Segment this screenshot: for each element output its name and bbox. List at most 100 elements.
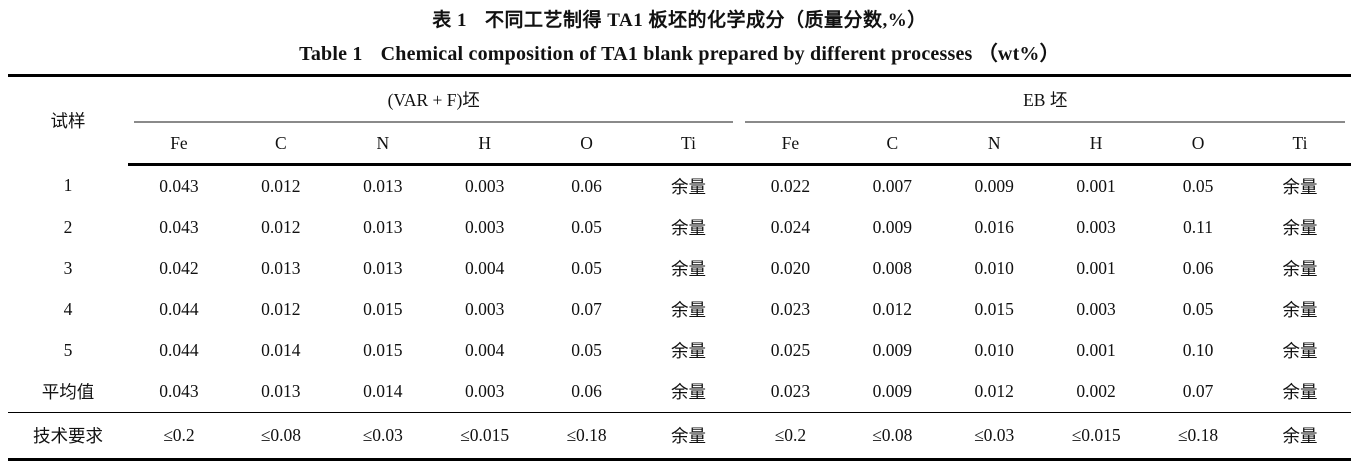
- table-cell: 0.009: [974, 176, 1014, 196]
- table-cell: 0.024: [770, 217, 811, 237]
- requirement-cell: ≤0.03: [943, 412, 1046, 460]
- table-cell: 0.012: [872, 299, 912, 319]
- column-header-fe-eb: Fe: [739, 123, 842, 166]
- table-cell: 0.012: [974, 381, 1014, 401]
- table-cell: 0.004: [464, 258, 505, 278]
- table-cell: 0.001: [1076, 258, 1116, 278]
- table-cell: 0.022: [770, 176, 811, 196]
- table-cell: 0.013: [261, 258, 301, 278]
- table-cell: 0.012: [261, 217, 301, 237]
- table-cell: 0.042: [159, 258, 199, 278]
- column-header-n-eb: N: [943, 123, 1046, 166]
- table-cell: 0.06: [571, 381, 602, 401]
- table-cell: 0.009: [872, 381, 912, 401]
- table-cell: 0.001: [1076, 340, 1116, 360]
- table-cell: 0.009: [872, 217, 912, 237]
- column-header-ti-varf: Ti: [637, 123, 740, 166]
- table-cell: 0.003: [464, 176, 505, 196]
- table-cell: 0.015: [974, 299, 1014, 319]
- table-cell: 余量: [1282, 218, 1318, 238]
- column-header-c-eb: C: [841, 123, 944, 166]
- column-header-c-varf: C: [229, 123, 332, 166]
- table-row: 平均值 0.043 0.013 0.014 0.003 0.06 余量 0.023 0.009 0…: [8, 371, 1351, 413]
- table-cell: 0.003: [464, 217, 505, 237]
- table-cell: 0.004: [464, 340, 505, 360]
- table-cell: 0.003: [464, 299, 505, 319]
- table-cell: 0.05: [571, 340, 602, 360]
- table-title-en: Table 1 Chemical composition of TA1 blank…: [0, 40, 1359, 68]
- requirement-cell: ≤0.18: [1147, 412, 1249, 460]
- table-row: 2 0.043 0.012 0.013 0.003 0.05 余量 0.024 0.009 0.0…: [8, 207, 1351, 248]
- table-body: 1 0.043 0.012 0.013 0.003 0.06 余量 0.022 0.007 0.0…: [8, 165, 1351, 413]
- requirement-cell: ≤0.2: [739, 412, 842, 460]
- table-cell: 0.020: [770, 258, 811, 278]
- table-cell: 0.025: [770, 340, 811, 360]
- table-cell: 0.05: [571, 258, 602, 278]
- table-cell: 0.05: [1182, 176, 1214, 196]
- table-cell: 0.10: [1182, 340, 1214, 360]
- row-label: 2: [63, 217, 73, 237]
- table-cell: 0.016: [974, 217, 1014, 237]
- row-label: 1: [63, 175, 73, 196]
- table-cell: 0.023: [770, 299, 811, 319]
- table-row: 4 0.044 0.012 0.015 0.003 0.07 余量 0.023 0.012 0.0…: [8, 289, 1351, 330]
- row-label: 5: [63, 340, 73, 360]
- table-cell: 0.002: [1076, 381, 1116, 401]
- column-header-h-eb: H: [1045, 123, 1148, 166]
- group-header-varf: (VAR + F)坯: [128, 76, 739, 123]
- table-cell: 0.012: [261, 299, 301, 319]
- group-header-eb: EB 坯: [739, 76, 1351, 123]
- requirement-cell: ≤0.08: [841, 412, 944, 460]
- table-row: 5 0.044 0.014 0.015 0.004 0.05 余量 0.025 0.009 0.0…: [8, 330, 1351, 371]
- requirement-row: 技术要求 ≤0.2 ≤0.08 ≤0.03 ≤0.015 ≤0.18 余量 ≤0.2 ≤0.08…: [8, 412, 1351, 460]
- table-cell: 0.014: [261, 340, 301, 360]
- group-header-eb-label: EB 坯: [1023, 89, 1068, 110]
- table-cell: 0.003: [464, 381, 505, 401]
- table-title-en-label: Table 1: [299, 43, 363, 65]
- table-row: 1 0.043 0.012 0.013 0.003 0.06 余量 0.022 0.007 0.0…: [8, 165, 1351, 208]
- table-row: 3 0.042 0.013 0.013 0.004 0.05 余量 0.020 0.008 0.0…: [8, 248, 1351, 289]
- table-header: 试样 (VAR + F)坯 EB 坯 Fe C N H O Ti Fe C N H O Ti: [8, 76, 1351, 166]
- column-header-o-varf: O: [535, 123, 638, 166]
- requirement-cell: ≤0.015: [1045, 412, 1148, 460]
- column-header-n-varf: N: [331, 123, 434, 166]
- element-header-row: Fe C N H O Ti Fe C N H O Ti: [8, 123, 1351, 166]
- table-cell: 余量: [670, 218, 706, 238]
- table-cell: 0.043: [159, 217, 199, 237]
- table-cell: 余量: [1282, 177, 1318, 197]
- table-title-zh-text: 不同工艺制得 TA1 板坯的化学成分（质量分数,%）: [485, 10, 927, 31]
- group-header-row: 试样 (VAR + F)坯 EB 坯: [8, 76, 1351, 131]
- group-header-varf-label: (VAR + F)坯: [387, 89, 480, 110]
- table-cell: 余量: [670, 382, 706, 402]
- requirement-cell: 余量: [1248, 412, 1351, 460]
- composition-table: 试样 (VAR + F)坯 EB 坯 Fe C N H O Ti Fe C N H O Ti 1 0.0…: [8, 74, 1351, 461]
- table-cell: 0.044: [159, 340, 199, 360]
- table-foot: 技术要求 ≤0.2 ≤0.08 ≤0.03 ≤0.015 ≤0.18 余量 ≤0.2 ≤0.08…: [8, 412, 1351, 460]
- row-label: 平均值: [41, 382, 95, 402]
- table-cell: 余量: [670, 341, 706, 361]
- column-header-o-eb: O: [1147, 123, 1249, 166]
- column-header-h-varf: H: [433, 123, 536, 166]
- table-cell: 余量: [1282, 259, 1318, 279]
- table-cell: 0.043: [159, 176, 199, 196]
- requirement-cell: ≤0.03: [331, 412, 434, 460]
- row-label: 4: [63, 299, 73, 319]
- table-title-en-text: Chemical composition of TA1 blank prepar…: [380, 43, 1060, 65]
- table-cell: 0.11: [1183, 217, 1213, 237]
- table-cell: 0.001: [1076, 176, 1116, 196]
- row-label: 技术要求: [8, 412, 128, 460]
- table-cell: 0.013: [261, 381, 301, 401]
- table-cell: 0.008: [872, 258, 912, 278]
- table-cell: 余量: [670, 259, 706, 279]
- header-sample-column: 试样: [50, 111, 86, 132]
- table-title-zh: 表 1 不同工艺制得 TA1 板坯的化学成分（质量分数,%）: [0, 8, 1359, 34]
- table-cell: 0.003: [1076, 217, 1116, 237]
- table-cell: 0.010: [974, 258, 1014, 278]
- requirement-cell: ≤0.2: [128, 412, 230, 460]
- table-cell: 0.06: [571, 176, 602, 196]
- column-header-ti-eb: Ti: [1248, 123, 1351, 166]
- table-cell: 0.05: [1182, 299, 1214, 319]
- table-cell: 余量: [670, 300, 706, 320]
- table-cell: 0.007: [872, 176, 912, 196]
- requirement-cell: ≤0.18: [535, 412, 638, 460]
